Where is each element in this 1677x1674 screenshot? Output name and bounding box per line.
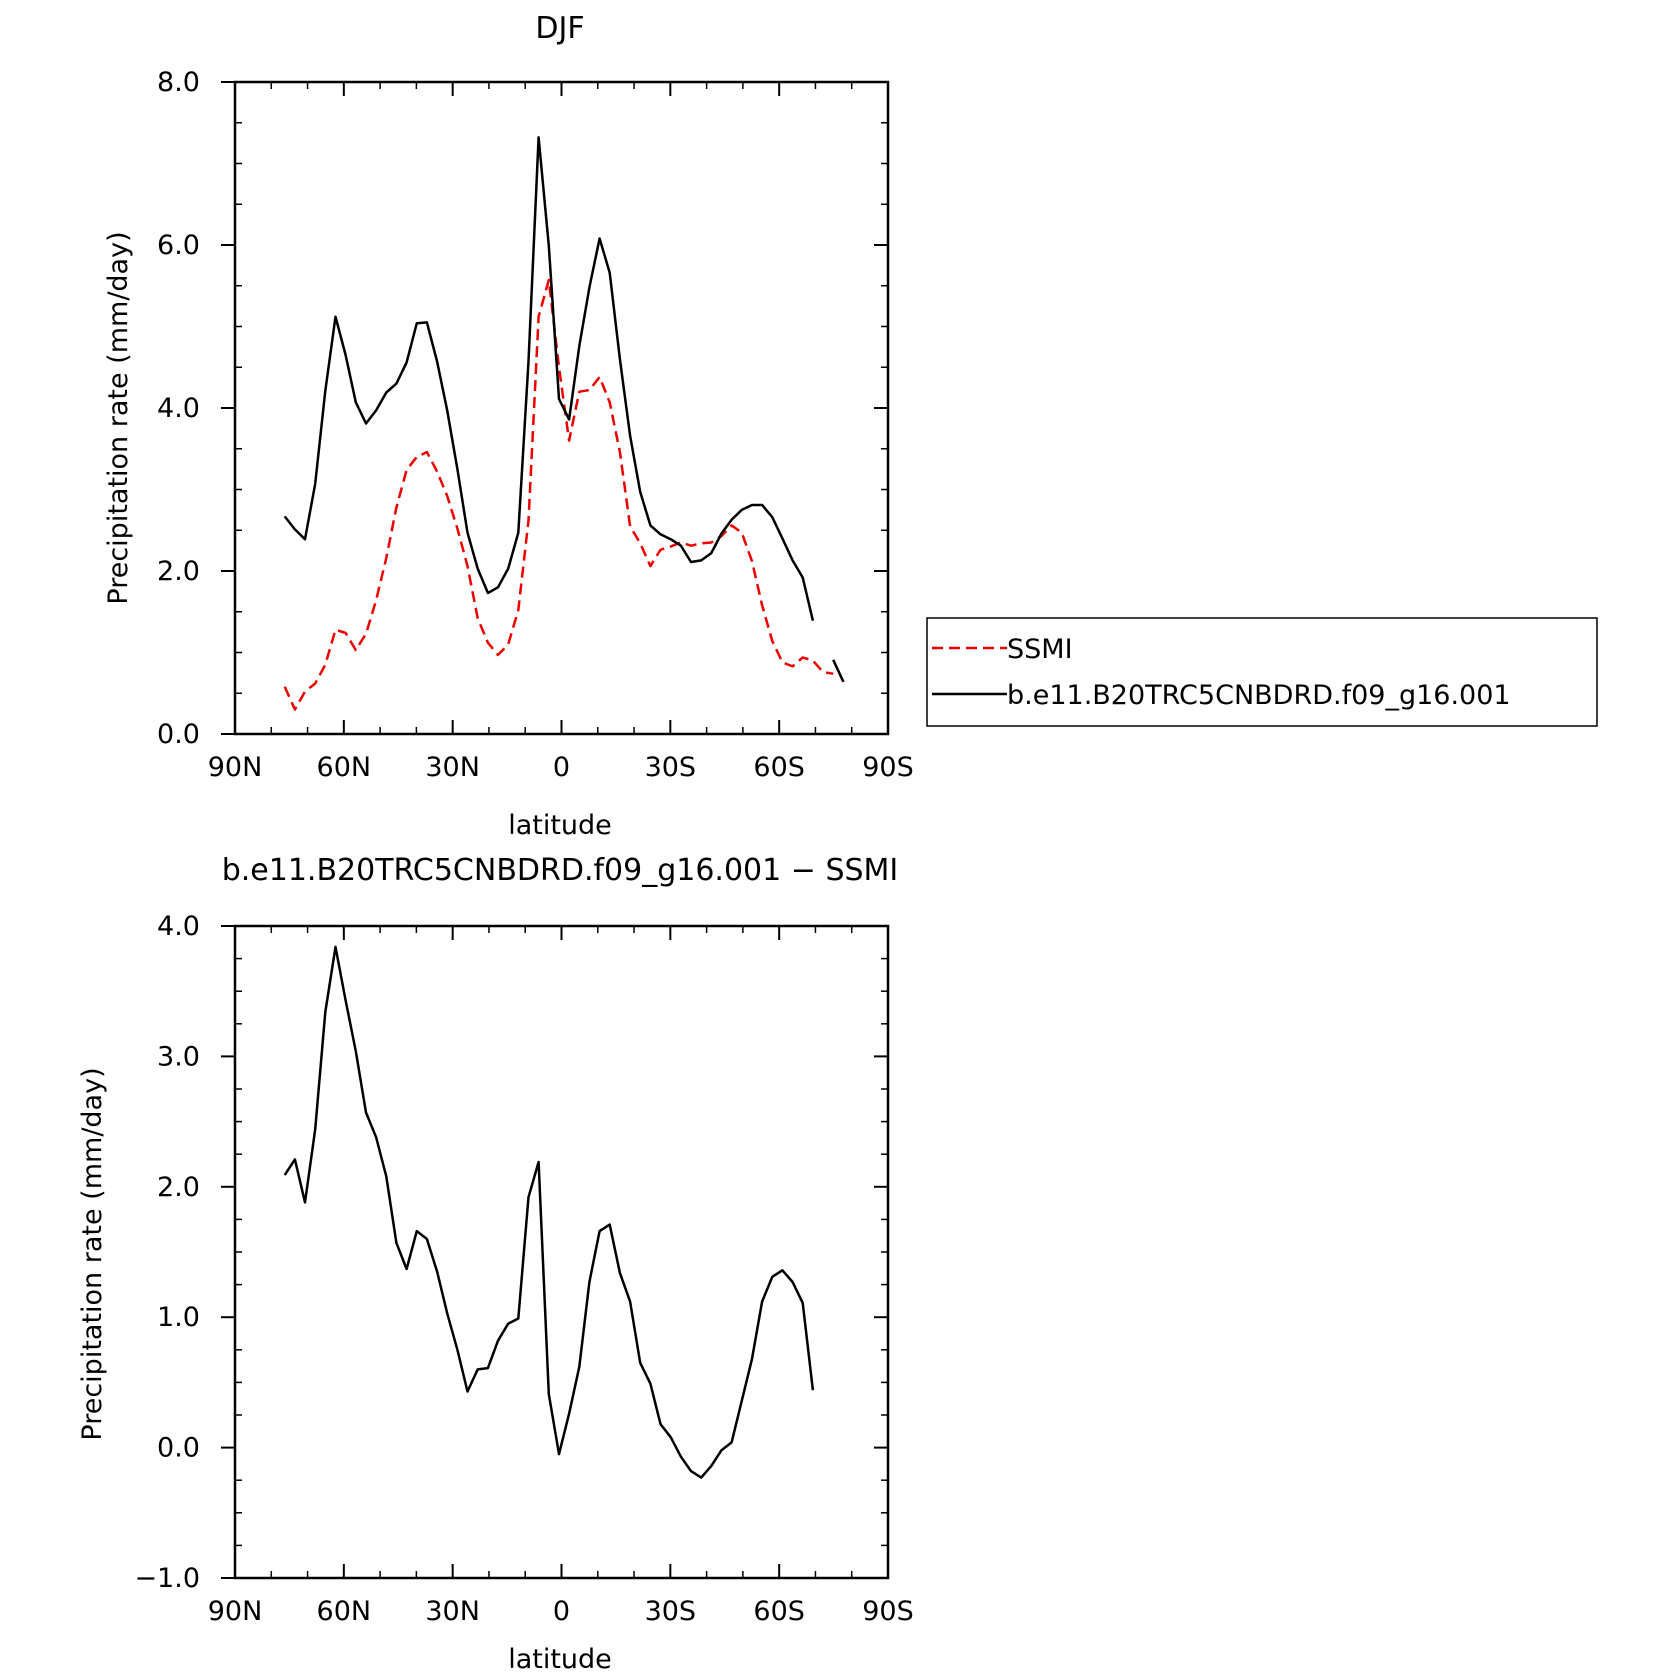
bottom-chart-x-tick-label: 0 (553, 1596, 570, 1627)
top-chart-x-tick-label: 30N (425, 752, 480, 783)
bottom-chart-x-tick-label: 60S (753, 1596, 805, 1627)
legend-model-label: b.e11.B20TRC5CNBDRD.f09_g16.001 (1007, 680, 1511, 711)
top-chart-x-tick-label: 60N (317, 752, 372, 783)
legend: SSMI b.e11.B20TRC5CNBDRD.f09_g16.001 (926, 617, 1598, 727)
top-chart: DJF 90N 60N 30N 0 30S 60S 90S 0.0 2.0 4.0 6.0 8.0 l… (103, 11, 914, 841)
bottom-chart: b.e11.B20TRC5CNBDRD.f09_g16.001 − SSMI 9… (77, 853, 914, 1674)
bottom-chart-lines (283, 945, 815, 1479)
bottom-chart-x-tick-label: 90S (862, 1596, 914, 1627)
series-line-ssmi (283, 278, 834, 711)
top-chart-title: DJF (535, 11, 584, 46)
top-chart-lines (283, 136, 845, 711)
bottom-chart-x-tick-label: 30N (425, 1596, 480, 1627)
series-line-b-e11-b20trc5cnbdrd-f09-g16-001 (283, 136, 815, 621)
legend-ssmi-label: SSMI (1007, 634, 1073, 665)
bottom-chart-x-tick-label: 90N (208, 1596, 263, 1627)
top-chart-x-tick-label: 90S (862, 752, 914, 783)
bottom-chart-y-tick-label: 4.0 (157, 911, 200, 942)
top-chart-y-tick-label: 6.0 (157, 230, 200, 261)
top-chart-x-label: latitude (508, 810, 612, 841)
bottom-chart-x-label: latitude (508, 1644, 612, 1674)
series-line-difference (283, 945, 815, 1479)
bottom-chart-y-tick-label: −1.0 (134, 1563, 200, 1594)
top-chart-x-tick-label: 90N (208, 752, 263, 783)
bottom-chart-y-tick-label: 3.0 (157, 1041, 200, 1072)
top-chart-y-tick-label: 0.0 (157, 719, 200, 750)
top-chart-y-label: Precipitation rate (mm/day) (103, 231, 134, 604)
series-line-b-e11-b20trc5cnbdrd-f09-g16-001 (832, 659, 845, 683)
top-chart-axes: 90N 60N 30N 0 30S 60S 90S 0.0 2.0 4.0 6.0 8.0 (157, 67, 914, 783)
legend-box (926, 617, 1598, 727)
bottom-chart-y-label: Precipitation rate (mm/day) (77, 1067, 108, 1440)
bottom-chart-x-tick-label: 60N (317, 1596, 372, 1627)
bottom-chart-x-tick-label: 30S (645, 1596, 697, 1627)
bottom-chart-title: b.e11.B20TRC5CNBDRD.f09_g16.001 − SSMI (222, 853, 899, 888)
bottom-chart-y-tick-label: 1.0 (157, 1302, 200, 1333)
top-chart-x-tick-label: 30S (645, 752, 697, 783)
bottom-chart-axes: 90N 60N 30N 0 30S 60S 90S −1.0 0.0 1.0 2.0 3.0 4.0 (134, 911, 913, 1627)
bottom-chart-y-tick-label: 0.0 (157, 1433, 200, 1464)
top-chart-y-tick-label: 2.0 (157, 556, 200, 587)
bottom-chart-frame (233, 924, 890, 1580)
bottom-chart-y-tick-label: 2.0 (157, 1172, 200, 1203)
top-chart-y-tick-label: 8.0 (157, 67, 200, 98)
top-chart-x-tick-label: 0 (553, 752, 570, 783)
top-chart-y-tick-label: 4.0 (157, 393, 200, 424)
top-chart-x-tick-label: 60S (753, 752, 805, 783)
